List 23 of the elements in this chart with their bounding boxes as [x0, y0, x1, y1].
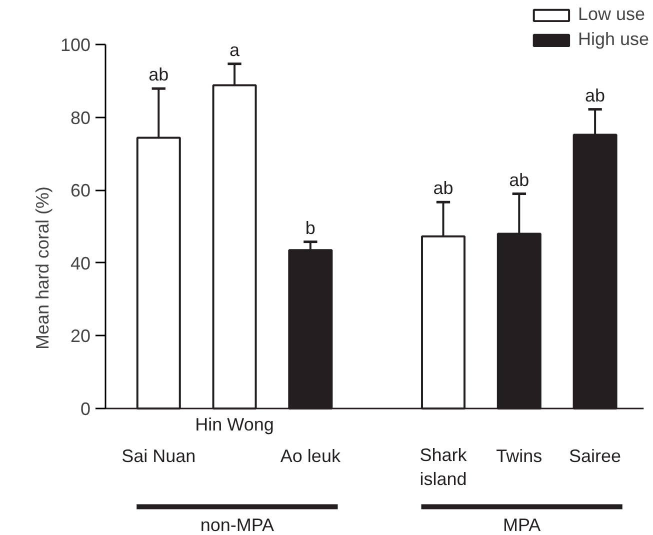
- annotation: ab: [433, 178, 454, 198]
- y-tick-label: 100: [60, 35, 91, 56]
- x-tick-label: Sairee: [569, 446, 622, 466]
- legend-label: High use: [578, 29, 649, 50]
- y-axis-title: Mean hard coral (%): [32, 186, 52, 350]
- annotation: ab: [585, 85, 606, 106]
- x-tick-label: Sai Nuan: [122, 446, 196, 466]
- x-tick-label: Shark island: [420, 444, 468, 489]
- y-tick-label: 20: [70, 326, 91, 346]
- text: MPA: [502, 514, 541, 535]
- y-tick-label: 0: [80, 398, 91, 419]
- y-tick-label: 60: [70, 180, 91, 201]
- annotation: a: [230, 40, 241, 60]
- legend-label: Low use: [578, 4, 645, 25]
- x-tick-label: Twins: [496, 446, 542, 466]
- x-tick-label: Hin Wong: [195, 414, 274, 434]
- annotation: ab: [509, 170, 530, 190]
- text: non-MPA: [200, 514, 274, 535]
- y-tick-label: 80: [70, 108, 91, 128]
- x-tick-label: Ao leuk: [280, 446, 342, 466]
- y-tick-label: 40: [70, 253, 91, 274]
- annotation: b: [305, 218, 316, 238]
- annotation: ab: [148, 64, 169, 85]
